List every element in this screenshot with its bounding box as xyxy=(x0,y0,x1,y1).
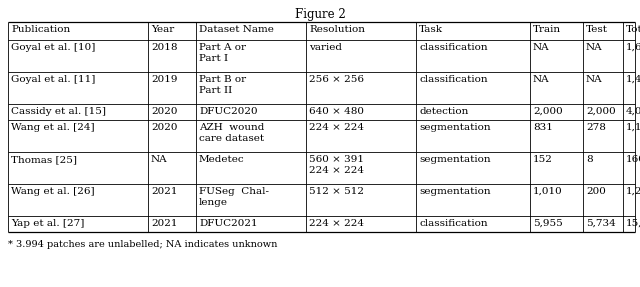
Text: Figure 2: Figure 2 xyxy=(294,8,346,21)
Text: Goyal et al. [11]: Goyal et al. [11] xyxy=(11,75,95,84)
Text: NA: NA xyxy=(586,43,603,52)
Text: classification: classification xyxy=(419,219,488,228)
Text: Resolution: Resolution xyxy=(309,25,365,34)
Text: 256 × 256: 256 × 256 xyxy=(309,75,364,84)
Text: segmentation: segmentation xyxy=(419,123,491,132)
Text: 8: 8 xyxy=(586,155,593,164)
Text: Wang et al. [26]: Wang et al. [26] xyxy=(11,187,95,196)
Text: NA: NA xyxy=(533,43,550,52)
Text: detection: detection xyxy=(419,107,468,116)
Text: Cassidy et al. [15]: Cassidy et al. [15] xyxy=(11,107,106,116)
Text: Publication: Publication xyxy=(11,25,70,34)
Text: classification: classification xyxy=(419,43,488,52)
Text: 640 × 480: 640 × 480 xyxy=(309,107,364,116)
Text: Part B or
Part II: Part B or Part II xyxy=(199,75,246,96)
Text: 278: 278 xyxy=(586,123,606,132)
Text: Wang et al. [24]: Wang et al. [24] xyxy=(11,123,95,132)
Text: 4,000: 4,000 xyxy=(626,107,640,116)
Text: DFUC2020: DFUC2020 xyxy=(199,107,258,116)
Text: 560 × 391
224 × 224: 560 × 391 224 × 224 xyxy=(309,155,364,175)
Text: Task: Task xyxy=(419,25,443,34)
Text: 2020: 2020 xyxy=(151,123,177,132)
Text: Total: Total xyxy=(626,25,640,34)
Text: 15,683*: 15,683* xyxy=(626,219,640,228)
Text: 1,679: 1,679 xyxy=(626,43,640,52)
Text: 2018: 2018 xyxy=(151,43,177,52)
Text: * 3.994 patches are unlabelled; NA indicates unknown: * 3.994 patches are unlabelled; NA indic… xyxy=(8,240,277,249)
Text: 2021: 2021 xyxy=(151,219,177,228)
Text: 1,010: 1,010 xyxy=(533,187,563,196)
Text: 5,955: 5,955 xyxy=(533,219,563,228)
Text: Part A or
Part I: Part A or Part I xyxy=(199,43,246,63)
Text: 2021: 2021 xyxy=(151,187,177,196)
Text: 831: 831 xyxy=(533,123,553,132)
Text: DFUC2021: DFUC2021 xyxy=(199,219,258,228)
Text: 512 × 512: 512 × 512 xyxy=(309,187,364,196)
Text: AZH  wound
care dataset: AZH wound care dataset xyxy=(199,123,264,144)
Text: FUSeg  Chal-
lenge: FUSeg Chal- lenge xyxy=(199,187,269,208)
Text: 1,109: 1,109 xyxy=(626,123,640,132)
Text: classification: classification xyxy=(419,75,488,84)
Text: 2020: 2020 xyxy=(151,107,177,116)
Text: NA: NA xyxy=(586,75,603,84)
Text: 224 × 224: 224 × 224 xyxy=(309,219,364,228)
Text: Train: Train xyxy=(533,25,561,34)
Text: segmentation: segmentation xyxy=(419,155,491,164)
Text: 200: 200 xyxy=(586,187,606,196)
Text: 2,000: 2,000 xyxy=(533,107,563,116)
Text: 224 × 224: 224 × 224 xyxy=(309,123,364,132)
Text: Test: Test xyxy=(586,25,608,34)
Text: Medetec: Medetec xyxy=(199,155,244,164)
Text: segmentation: segmentation xyxy=(419,187,491,196)
Text: 160: 160 xyxy=(626,155,640,164)
Text: Thomas [25]: Thomas [25] xyxy=(11,155,77,164)
Text: 1,459: 1,459 xyxy=(626,75,640,84)
Text: 2,000: 2,000 xyxy=(586,107,616,116)
Text: Yap et al. [27]: Yap et al. [27] xyxy=(11,219,84,228)
Text: 2019: 2019 xyxy=(151,75,177,84)
Text: 1,210: 1,210 xyxy=(626,187,640,196)
Text: NA: NA xyxy=(533,75,550,84)
Text: varied: varied xyxy=(309,43,342,52)
Text: NA: NA xyxy=(151,155,168,164)
Text: Goyal et al. [10]: Goyal et al. [10] xyxy=(11,43,95,52)
Text: Dataset Name: Dataset Name xyxy=(199,25,274,34)
Text: Year: Year xyxy=(151,25,174,34)
Text: 152: 152 xyxy=(533,155,553,164)
Text: 5,734: 5,734 xyxy=(586,219,616,228)
